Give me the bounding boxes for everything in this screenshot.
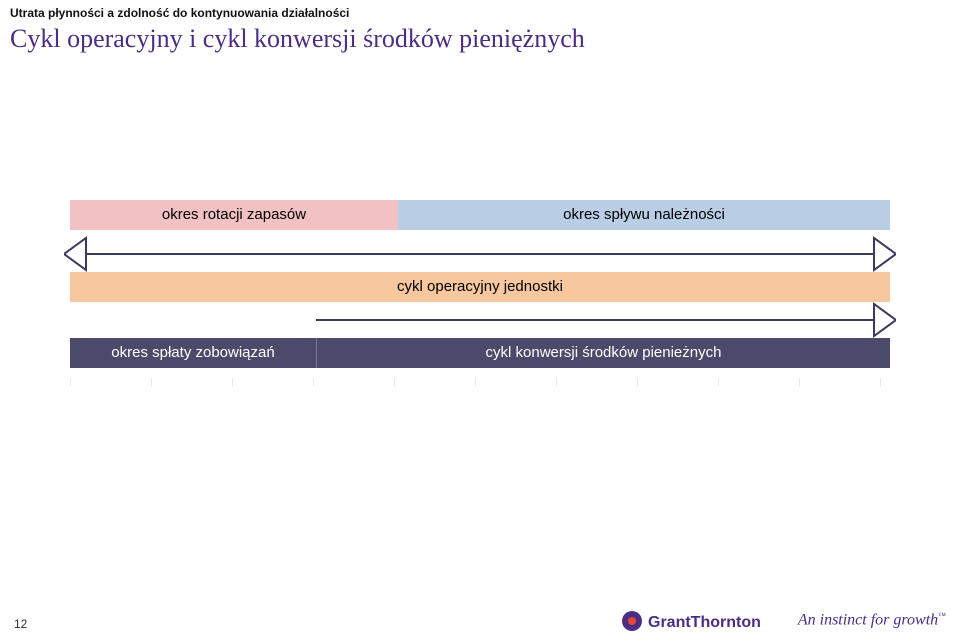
- tagline-text: An instinct for growth: [798, 611, 938, 628]
- arrow-bottom-head-icon: [874, 304, 896, 336]
- breadcrumb: Utrata płynności a zdolność do kontynuow…: [10, 6, 349, 20]
- arrow-row-top: [64, 236, 896, 272]
- grant-thornton-logo-icon: GrantThornton: [620, 607, 780, 635]
- arrow-bottom-svg: [64, 302, 896, 338]
- bar-operating-cycle: cykl operacyjny jednostki: [70, 272, 890, 302]
- brand-logo: GrantThornton: [620, 607, 780, 635]
- spacer: [70, 368, 890, 378]
- chart-row-2: cykl operacyjny jednostki: [70, 272, 890, 302]
- trademark-symbol: ™: [938, 611, 946, 620]
- bar-inventory-rotation: okres rotacji zapasów: [70, 200, 398, 230]
- arrow-right-head-icon: [874, 238, 896, 270]
- cycle-chart: okres rotacji zapasówokres spływu należn…: [70, 200, 890, 386]
- page-title: Cykl operacyjny i cykl konwersji środków…: [10, 24, 585, 54]
- bar-receivables-flow: okres spływu należności: [398, 200, 890, 230]
- brand-tagline: An instinct for growth™: [798, 611, 946, 629]
- chart-row-3: okres spłaty zobowiązańcykl konwersji śr…: [70, 338, 890, 368]
- page-number: 12: [14, 617, 27, 631]
- page-root: Utrata płynności a zdolność do kontynuow…: [0, 0, 960, 643]
- grid-background: [70, 378, 890, 386]
- arrow-top-svg: [64, 236, 896, 272]
- chart-row-empty: [70, 378, 890, 386]
- brand-name-text: GrantThornton: [648, 614, 761, 631]
- arrow-row-bottom: [64, 302, 896, 338]
- chart-row-1: okres rotacji zapasówokres spływu należn…: [70, 200, 890, 230]
- bar-payables-period: okres spłaty zobowiązań: [70, 338, 316, 368]
- bar-cash-conversion: cykl konwersji środków pienieżnych: [316, 338, 890, 368]
- arrow-left-head-icon: [64, 238, 86, 270]
